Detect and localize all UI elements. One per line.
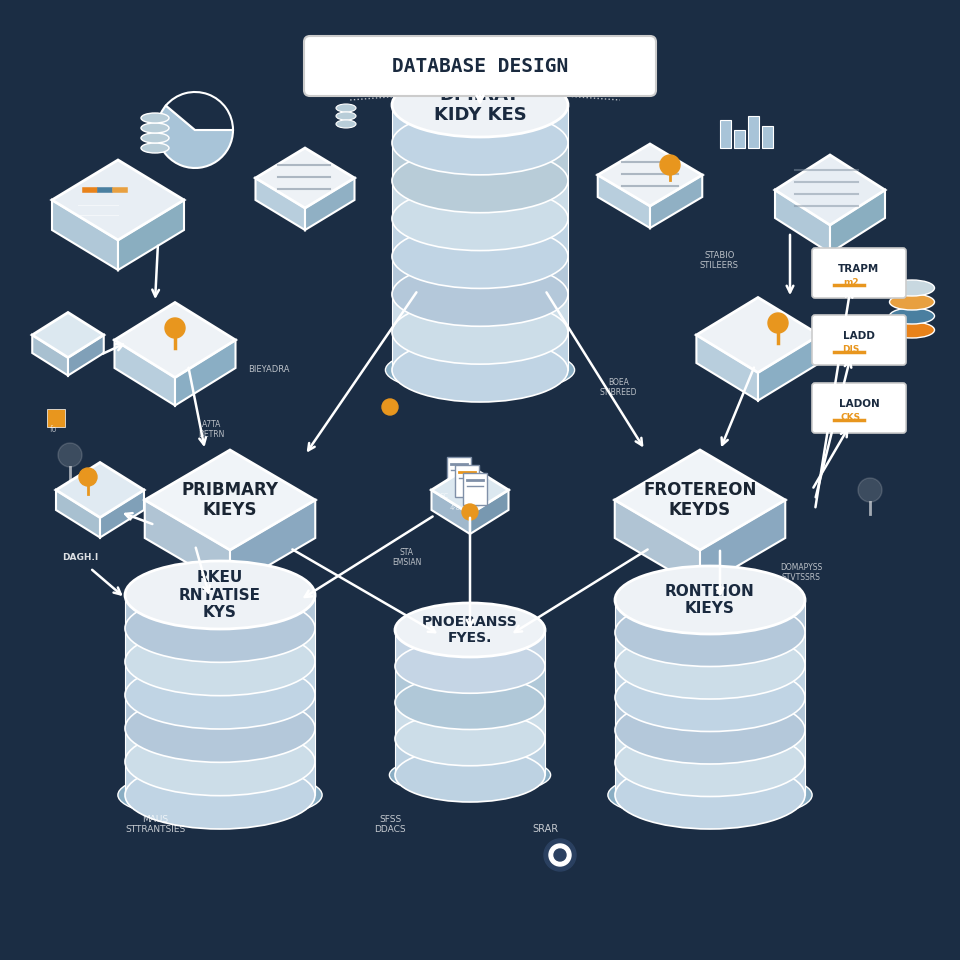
- Ellipse shape: [125, 594, 315, 662]
- FancyBboxPatch shape: [304, 36, 656, 96]
- Text: RKEU
RNTATISE
KYS: RKEU RNTATISE KYS: [179, 570, 261, 620]
- Polygon shape: [392, 180, 568, 219]
- Ellipse shape: [125, 661, 315, 729]
- Circle shape: [858, 478, 882, 502]
- Ellipse shape: [615, 598, 805, 666]
- Polygon shape: [125, 729, 315, 761]
- Polygon shape: [255, 148, 354, 208]
- Polygon shape: [52, 200, 118, 270]
- Ellipse shape: [118, 770, 323, 821]
- Polygon shape: [68, 335, 104, 375]
- Text: LADD: LADD: [843, 330, 875, 341]
- Text: m2: m2: [843, 278, 859, 287]
- Ellipse shape: [392, 262, 568, 326]
- Circle shape: [549, 844, 571, 866]
- Polygon shape: [615, 730, 805, 762]
- Ellipse shape: [615, 566, 805, 634]
- FancyBboxPatch shape: [748, 116, 759, 148]
- Ellipse shape: [395, 748, 545, 802]
- Text: DOMAPYSS
STVTSSRS: DOMAPYSS STVTSSRS: [780, 563, 823, 582]
- Ellipse shape: [615, 631, 805, 699]
- Ellipse shape: [385, 346, 575, 394]
- Polygon shape: [392, 219, 568, 256]
- Polygon shape: [758, 335, 820, 400]
- Polygon shape: [392, 332, 568, 370]
- FancyBboxPatch shape: [463, 473, 487, 505]
- FancyBboxPatch shape: [720, 120, 731, 148]
- Polygon shape: [125, 695, 315, 729]
- Polygon shape: [614, 450, 785, 550]
- Polygon shape: [114, 340, 175, 405]
- Ellipse shape: [141, 123, 169, 133]
- Ellipse shape: [395, 639, 545, 693]
- Ellipse shape: [390, 755, 551, 795]
- Ellipse shape: [395, 676, 545, 730]
- FancyBboxPatch shape: [812, 383, 906, 433]
- Circle shape: [165, 318, 185, 338]
- Text: DPIIRAY
KIDY KES: DPIIRAY KIDY KES: [434, 85, 526, 125]
- Polygon shape: [255, 178, 305, 230]
- Ellipse shape: [336, 120, 356, 128]
- Text: S2SSIAL
DOTMAMSN OT
DCYEAS: S2SSIAL DOTMAMSN OT DCYEAS: [840, 411, 893, 431]
- Text: SRAR: SRAR: [532, 824, 558, 834]
- Text: SFSS
DDACS: SFSS DDACS: [374, 815, 406, 834]
- Ellipse shape: [336, 104, 356, 112]
- Ellipse shape: [141, 143, 169, 153]
- Ellipse shape: [615, 729, 805, 797]
- Text: RONTEION
KIEYS: RONTEION KIEYS: [665, 584, 755, 616]
- Polygon shape: [696, 335, 758, 400]
- Ellipse shape: [392, 149, 568, 213]
- Text: DCTD:8
STTHOR: DCTD:8 STTHOR: [840, 251, 874, 270]
- Polygon shape: [230, 500, 315, 588]
- Ellipse shape: [615, 663, 805, 732]
- Polygon shape: [470, 490, 509, 534]
- Polygon shape: [145, 450, 315, 550]
- Polygon shape: [615, 665, 805, 698]
- Polygon shape: [775, 190, 830, 253]
- Text: 4·8: 4·8: [450, 505, 461, 511]
- Polygon shape: [700, 500, 785, 588]
- Polygon shape: [614, 500, 700, 588]
- Text: BIEYADRA: BIEYADRA: [248, 365, 290, 374]
- Text: DATABASE DESIGN: DATABASE DESIGN: [392, 57, 568, 76]
- Wedge shape: [157, 106, 233, 168]
- Polygon shape: [395, 703, 545, 739]
- Polygon shape: [125, 629, 315, 661]
- Text: LADON: LADON: [839, 398, 879, 409]
- Circle shape: [58, 443, 82, 467]
- Ellipse shape: [395, 603, 545, 657]
- Ellipse shape: [890, 308, 934, 324]
- Text: A7TA
DETRN: A7TA DETRN: [198, 420, 225, 439]
- Circle shape: [544, 839, 576, 871]
- Ellipse shape: [392, 73, 568, 137]
- Polygon shape: [145, 500, 230, 588]
- Ellipse shape: [395, 711, 545, 766]
- Ellipse shape: [890, 280, 934, 296]
- Polygon shape: [615, 600, 805, 633]
- Polygon shape: [100, 490, 144, 538]
- Polygon shape: [431, 490, 470, 534]
- Polygon shape: [56, 463, 144, 517]
- Polygon shape: [598, 144, 703, 206]
- Polygon shape: [392, 105, 568, 143]
- Text: TRAPM: TRAPM: [838, 264, 879, 274]
- Ellipse shape: [392, 186, 568, 251]
- Polygon shape: [125, 761, 315, 795]
- Polygon shape: [615, 698, 805, 730]
- Polygon shape: [431, 466, 509, 514]
- Text: CKS: CKS: [841, 413, 861, 422]
- Polygon shape: [114, 302, 235, 377]
- Polygon shape: [33, 313, 104, 357]
- Ellipse shape: [141, 133, 169, 143]
- Polygon shape: [392, 295, 568, 332]
- Ellipse shape: [615, 761, 805, 829]
- Polygon shape: [305, 178, 354, 230]
- Ellipse shape: [392, 110, 568, 175]
- Text: MAUS
STTRANTSIES: MAUS STTRANTSIES: [125, 815, 185, 834]
- Ellipse shape: [125, 561, 315, 629]
- Text: PRIBMARY
KIEYS: PRIBMARY KIEYS: [181, 481, 278, 519]
- Ellipse shape: [125, 728, 315, 796]
- Polygon shape: [395, 666, 545, 703]
- Text: FROTEREON
KEYDS: FROTEREON KEYDS: [643, 481, 756, 519]
